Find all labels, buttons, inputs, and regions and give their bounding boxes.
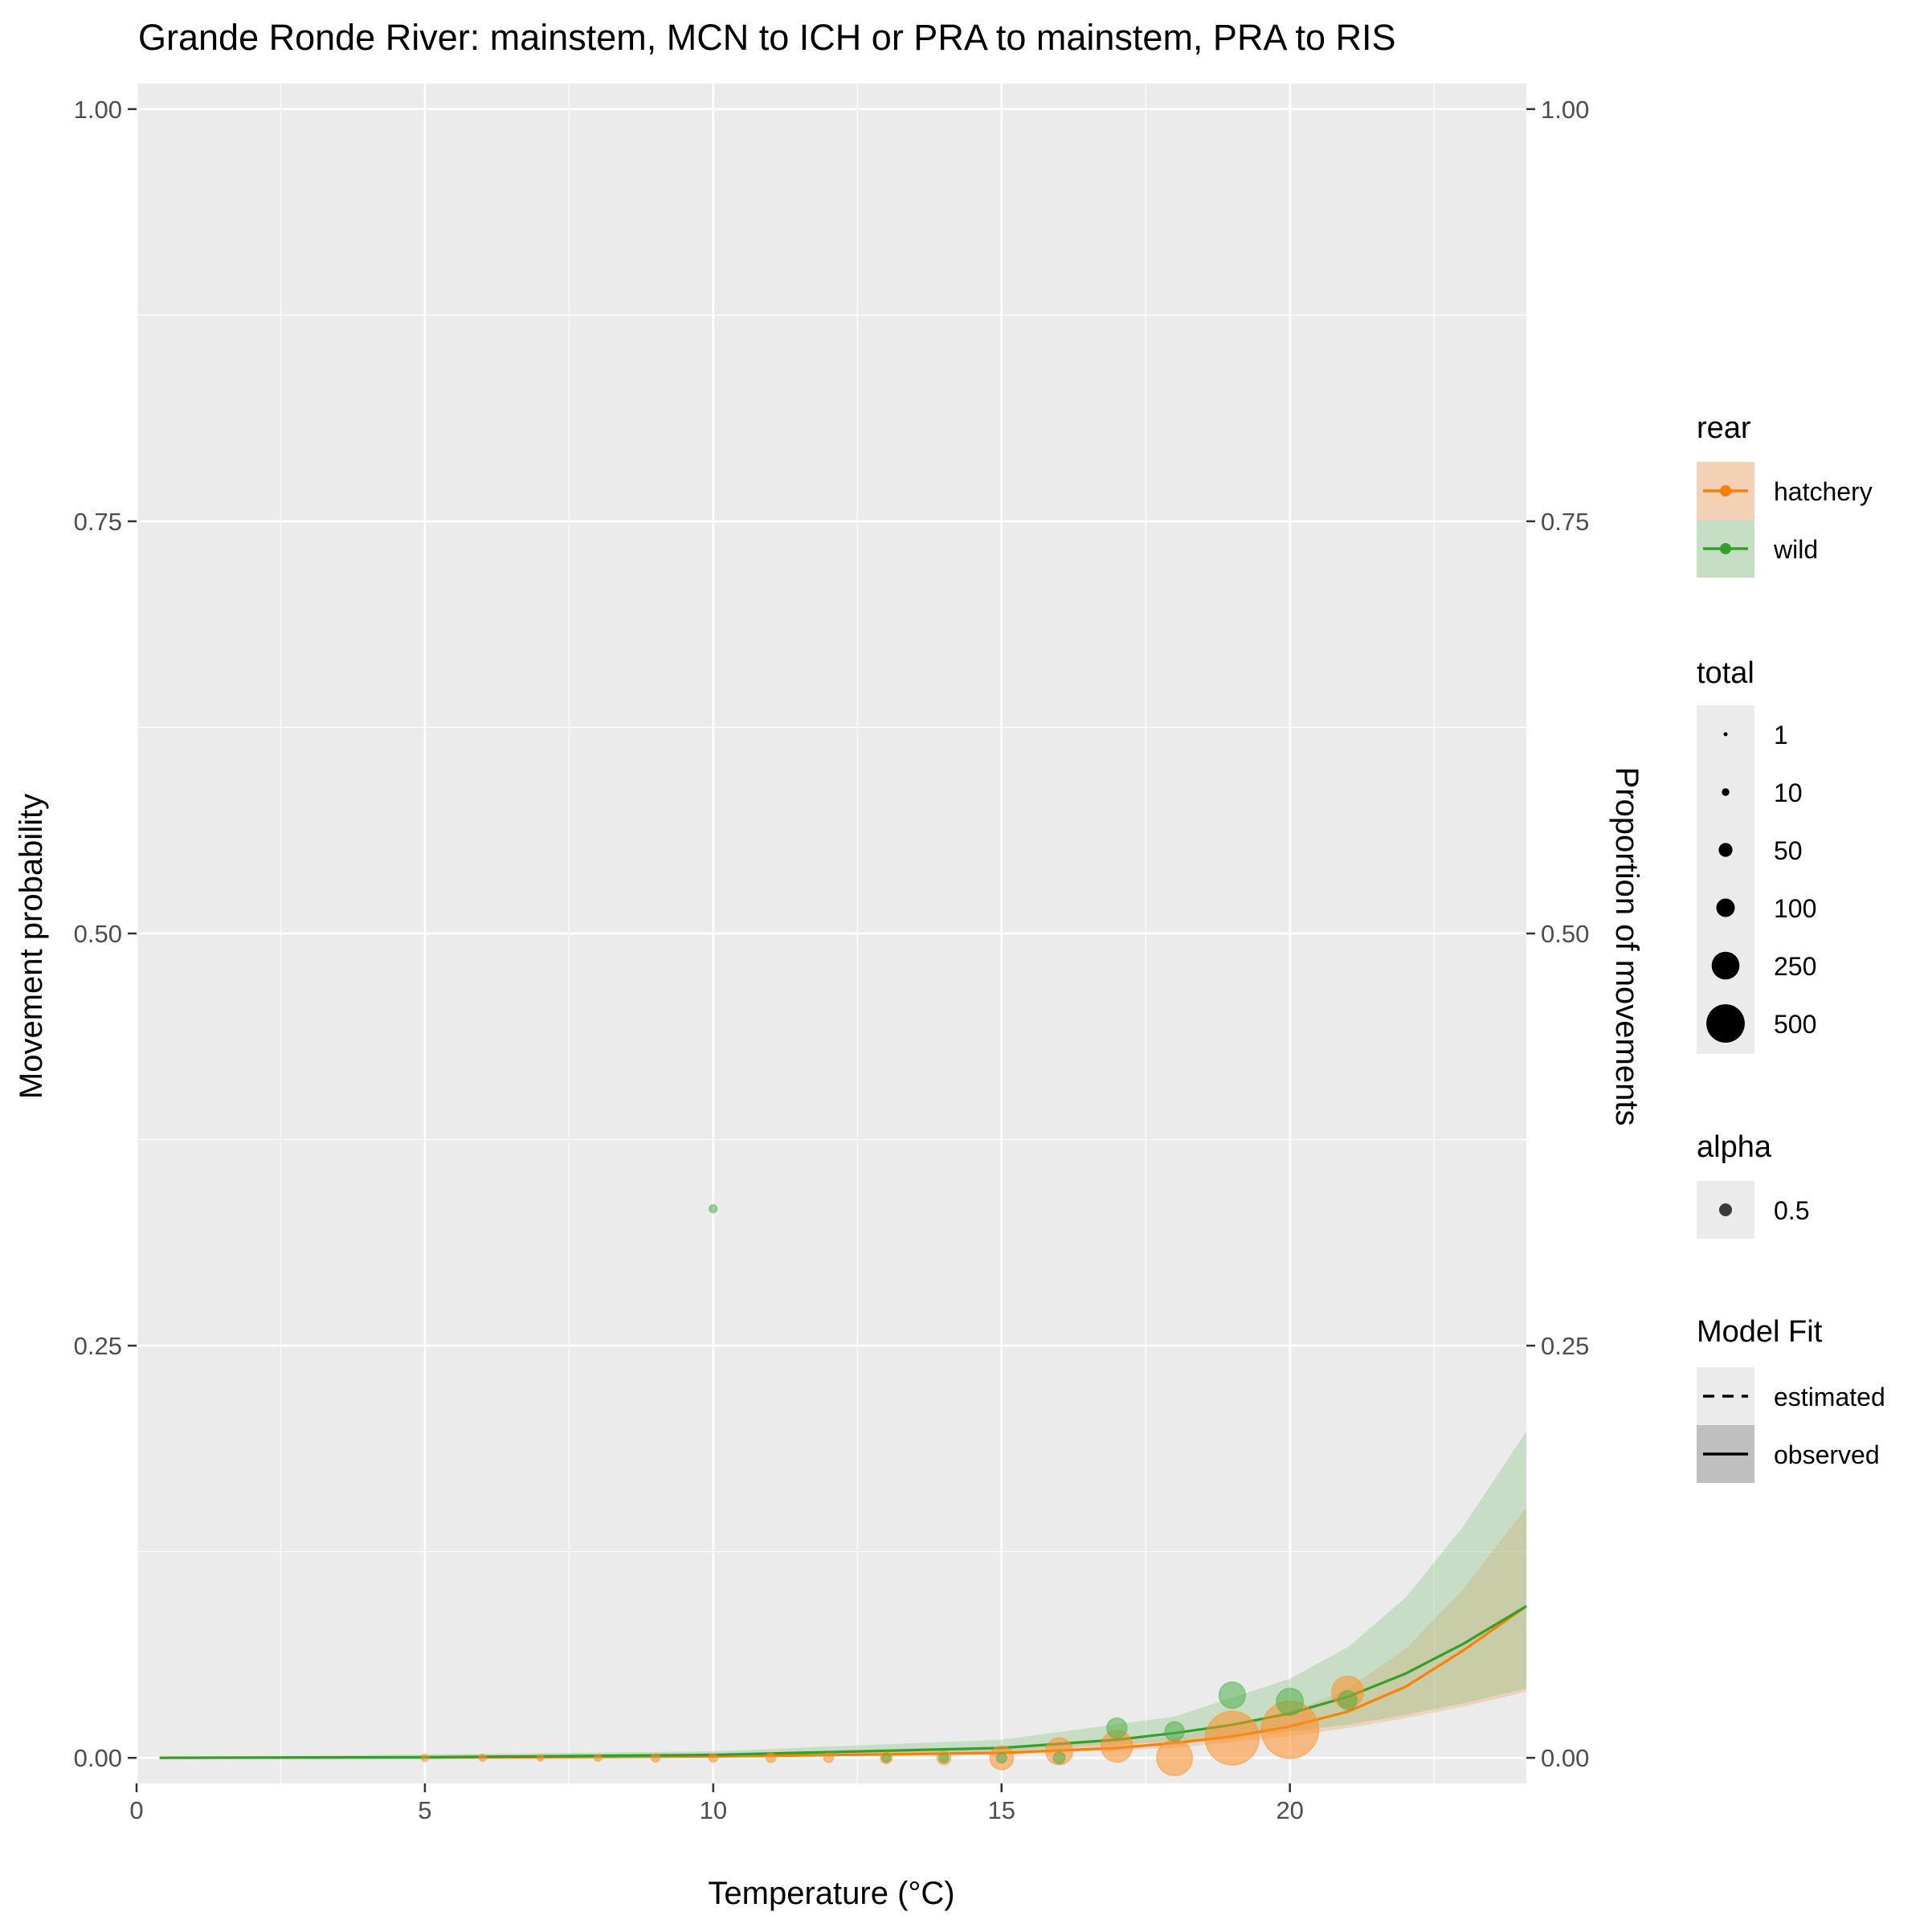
data-point-hatchery xyxy=(1204,1710,1260,1766)
legend-total-point xyxy=(1711,951,1740,980)
data-point-wild xyxy=(938,1752,950,1763)
y-tick-label-left: 0.00 xyxy=(74,1744,122,1772)
y-axis-right: 0.00 0.25 0.50 0.75 1.00 xyxy=(1526,96,1589,1772)
legend-label-hatchery: hatchery xyxy=(1774,477,1873,506)
legend-total-point xyxy=(1718,843,1733,857)
x-tick-label: 10 xyxy=(700,1796,727,1824)
y-tick-label-right: 1.00 xyxy=(1541,96,1589,124)
fit-lines xyxy=(159,1605,1527,1759)
legend-label-alpha: 0.5 xyxy=(1774,1196,1809,1225)
legend-item-wild: wild xyxy=(1697,520,1818,578)
legend-title-model-fit: Model Fit xyxy=(1697,1315,1823,1349)
data-point-hatchery xyxy=(478,1753,487,1762)
legend-total-label: 1 xyxy=(1774,721,1788,750)
legend-total-point xyxy=(1706,1004,1745,1043)
data-point-hatchery xyxy=(594,1753,602,1762)
data-point-wild xyxy=(709,1204,718,1214)
y-axis-left: 0.00 0.25 0.50 0.75 1.00 xyxy=(74,96,137,1772)
x-tick-label: 15 xyxy=(988,1796,1015,1824)
legend-total-point xyxy=(1716,898,1735,917)
data-point-wild xyxy=(1164,1721,1185,1742)
legend-total-label: 10 xyxy=(1774,778,1803,807)
x-tick-label: 0 xyxy=(129,1796,143,1824)
data-point-hatchery xyxy=(765,1752,777,1763)
x-tick-label: 5 xyxy=(418,1796,431,1824)
x-tick-label: 20 xyxy=(1276,1796,1303,1824)
legend-label-wild: wild xyxy=(1773,535,1818,564)
y-tick-label-left: 0.25 xyxy=(74,1332,122,1360)
legend-item-hatchery: hatchery xyxy=(1697,462,1873,520)
legend-total-point xyxy=(1723,732,1728,737)
fit-line-wild xyxy=(159,1605,1527,1759)
legend-total-point xyxy=(1722,788,1730,796)
legend-key-wild-point xyxy=(1720,543,1731,554)
data-point-wild xyxy=(995,1752,1007,1764)
legend-total-label: 250 xyxy=(1774,952,1816,981)
y-tick-label-left: 1.00 xyxy=(74,96,122,124)
legend-item-observed: observed xyxy=(1697,1425,1880,1483)
y-tick-label-left: 0.50 xyxy=(74,920,122,948)
legend-label-observed: observed xyxy=(1774,1440,1880,1469)
y-axis-label-right: Proportion of movements xyxy=(1609,767,1644,1126)
data-point-wild xyxy=(1218,1681,1247,1709)
legend-total-label: 500 xyxy=(1774,1010,1816,1039)
data-point-wild xyxy=(1276,1687,1305,1716)
legend-title-alpha: alpha xyxy=(1697,1130,1772,1164)
legend-title-rear: rear xyxy=(1697,411,1751,445)
data-point-wild xyxy=(1105,1717,1128,1739)
legend-total-label: 100 xyxy=(1774,894,1816,923)
y-tick-label-right: 0.50 xyxy=(1541,920,1589,948)
y-tick-label-right: 0.25 xyxy=(1541,1332,1589,1360)
legend: rear hatchery wild total 11050100250500 … xyxy=(1697,411,1885,1483)
data-point-hatchery xyxy=(651,1753,661,1763)
legend-alpha-point xyxy=(1719,1203,1732,1216)
x-axis: 0 5 10 15 20 xyxy=(129,1783,1304,1824)
y-tick-label-right: 0.75 xyxy=(1541,508,1589,536)
legend-label-estimated: estimated xyxy=(1774,1383,1885,1411)
y-tick-label-left: 0.75 xyxy=(74,508,122,536)
legend-total-items: 1 10 50 100 250 500 xyxy=(1706,721,1816,1043)
y-axis-label: Movement probability xyxy=(14,794,49,1099)
legend-total-keys-bg xyxy=(1697,705,1754,1054)
y-tick-label-right: 0.00 xyxy=(1541,1744,1589,1772)
legend-item-estimated: estimated xyxy=(1697,1367,1885,1425)
data-point-wild xyxy=(1338,1689,1358,1710)
data-point-hatchery xyxy=(823,1752,835,1763)
legend-total-label: 50 xyxy=(1774,836,1803,865)
legend-title-total: total xyxy=(1697,656,1754,690)
data-point-hatchery xyxy=(1044,1737,1074,1766)
data-point-wild xyxy=(1052,1751,1066,1765)
data-point-hatchery xyxy=(536,1754,545,1762)
data-point-hatchery xyxy=(708,1753,718,1763)
chart-title: Grande Ronde River: mainstem, MCN to ICH… xyxy=(138,17,1396,58)
data-point-hatchery xyxy=(1156,1739,1194,1777)
data-point-hatchery xyxy=(420,1753,430,1762)
legend-key-hatchery-point xyxy=(1720,485,1731,496)
data-point-wild xyxy=(881,1753,892,1763)
data-points xyxy=(420,1204,1364,1777)
x-axis-label: Temperature (°C) xyxy=(708,1876,954,1911)
fit-line-hatchery xyxy=(159,1605,1527,1759)
